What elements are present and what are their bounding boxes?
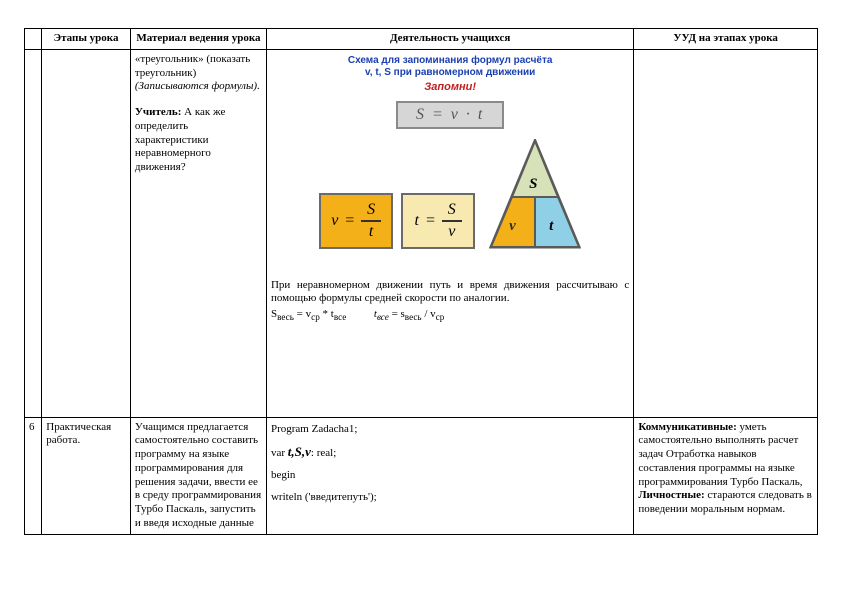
- cell-material: «треугольник» (показать треугольник) (За…: [130, 49, 266, 417]
- f-s-r1s: ср: [311, 312, 320, 322]
- code-vars: t,S,v: [288, 444, 311, 459]
- triangle-label-t: t: [549, 217, 553, 236]
- table-row: «треугольник» (показать треугольник) (За…: [25, 49, 818, 417]
- triangle-diagram: S v t: [489, 139, 581, 249]
- box-t-lhs: t: [415, 211, 419, 231]
- code-var-type: : real;: [311, 447, 336, 459]
- f-t-sub: все: [377, 312, 389, 322]
- col-act-header: Деятельность учащихся: [266, 29, 633, 50]
- mat-text-1: «треугольник» (показать треугольник): [135, 53, 262, 81]
- cell-stage: [42, 49, 131, 417]
- diagram-title-l1: Схема для запоминания формул расчёта: [348, 55, 553, 66]
- f-s-r1: = v: [294, 308, 311, 320]
- cell-num: 6: [25, 417, 42, 534]
- triangle-label-v: v: [509, 217, 516, 236]
- box-v-den: t: [369, 222, 373, 240]
- triangle-svg: [489, 139, 581, 249]
- mat-teacher: Учитель: А как же определить характерист…: [135, 106, 262, 175]
- diagram-row: v = S t t =: [300, 139, 600, 249]
- box-t-den: v: [448, 222, 455, 240]
- cell-num: [25, 49, 42, 417]
- f-s-sub: весь: [277, 312, 294, 322]
- formula-box-v: v = S t: [319, 193, 393, 249]
- code-line: writeln ('введитепуть');: [271, 489, 629, 507]
- f-s-tsub: все: [334, 312, 347, 322]
- page: Этапы урока Материал ведения урока Деяте…: [0, 0, 842, 563]
- triangle-label-s: S: [529, 175, 537, 194]
- formula-main: S = v · t: [396, 101, 504, 129]
- col-stage-header: Этапы урока: [42, 29, 131, 50]
- uud-pers-label: Личностные:: [638, 489, 704, 501]
- cell-activity: Program Zadacha1; var t,S,v: real; begin…: [266, 417, 633, 534]
- code-line: begin: [271, 467, 629, 485]
- activity-text: При неравномерном движении путь и время …: [271, 279, 629, 307]
- teacher-label: Учитель:: [135, 106, 182, 118]
- mat-text-2: (Записываются формулы).: [135, 80, 262, 94]
- uud-comm-label: Коммуникативные:: [638, 421, 736, 433]
- col-uud-header: УУД на этапах урока: [634, 29, 818, 50]
- f-t-eq: = s: [389, 308, 405, 320]
- code-line: var t,S,v: real;: [271, 442, 629, 463]
- formula-box-t: t = S v: [401, 193, 475, 249]
- pascal-code: Program Zadacha1; var t,S,v: real; begin…: [271, 421, 629, 507]
- diagram-title-l2: v, t, S при равномерном движении: [365, 67, 535, 78]
- cell-material: Учащимся предлагается самостоятельно сос…: [130, 417, 266, 534]
- lesson-table: Этапы урока Материал ведения урока Деяте…: [24, 28, 818, 535]
- table-header-row: Этапы урока Материал ведения урока Деяте…: [25, 29, 818, 50]
- diagram-title: Схема для запоминания формул расчёта v, …: [300, 55, 600, 79]
- diagram: Схема для запоминания формул расчёта v, …: [300, 55, 600, 249]
- cell-uud: [634, 49, 818, 417]
- cell-uud: Коммуникативные: уметь самостоятельно вы…: [634, 417, 818, 534]
- table-row: 6 Практическая работа. Учащимся предлага…: [25, 417, 818, 534]
- f-t-div: / v: [422, 308, 436, 320]
- box-t-num: S: [442, 202, 462, 222]
- diagram-subtitle: Запомни!: [300, 81, 600, 95]
- cell-stage: Практическая работа.: [42, 417, 131, 534]
- activity-formulas: Sвесь = vср * tвсе tвсе = sвесь / vср: [271, 308, 629, 324]
- f-t-vsub: ср: [436, 312, 445, 322]
- f-t-ssub: весь: [405, 312, 422, 322]
- box-v-num: S: [361, 202, 381, 222]
- f-s-star: * t: [320, 308, 334, 320]
- code-line: Program Zadacha1;: [271, 421, 629, 439]
- col-num-header: [25, 29, 42, 50]
- box-v-lhs: v: [331, 211, 338, 231]
- code-var-kw: var: [271, 447, 288, 459]
- cell-activity: Схема для запоминания формул расчёта v, …: [266, 49, 633, 417]
- col-mat-header: Материал ведения урока: [130, 29, 266, 50]
